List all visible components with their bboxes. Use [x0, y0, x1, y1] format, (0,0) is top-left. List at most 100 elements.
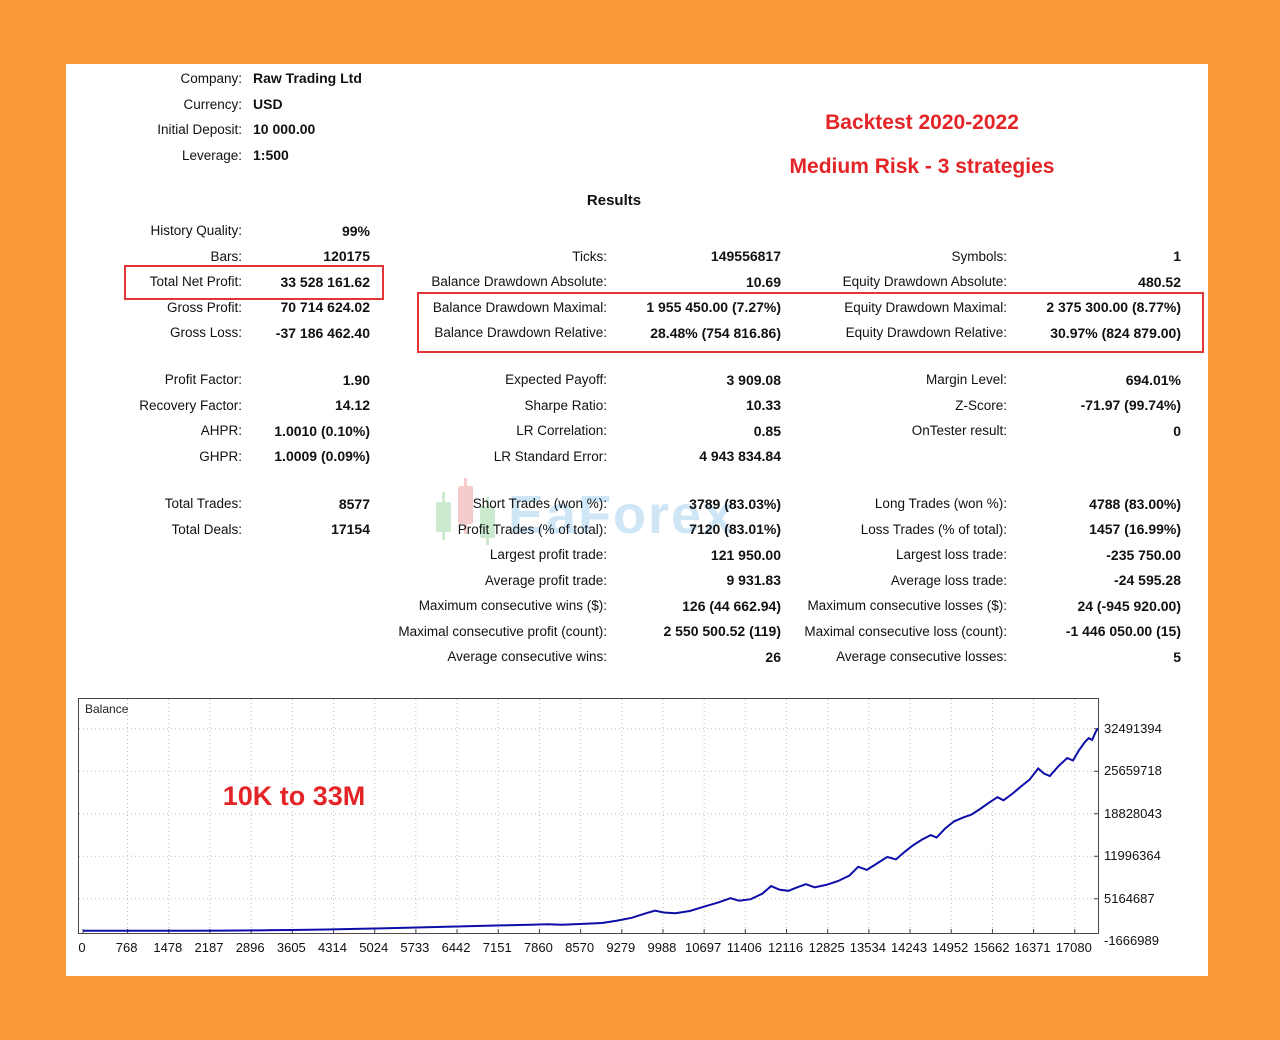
- stat-row: GHPR: 1.0009 (0.09%) LR Standard Error: 4 9…: [76, 444, 1181, 470]
- x-axis-tick-label: 14952: [932, 940, 969, 955]
- x-axis-tick-label: 12116: [767, 940, 804, 955]
- stat-label: Profit Factor:: [164, 372, 242, 388]
- stat-row: Total Trades: 8577 Short Trades (won %): 37…: [76, 491, 1181, 517]
- stat-value: 126 (44 662.94): [682, 597, 781, 614]
- stat-value: 121 950.00: [710, 546, 781, 563]
- stat-label: Symbols:: [951, 248, 1007, 264]
- stat-label: Expected Payoff:: [505, 372, 607, 388]
- stat-label: Balance Drawdown Maximal:: [432, 299, 607, 315]
- stat-value: 28.48% (754 816.86): [650, 324, 781, 341]
- stat-label: Average profit trade:: [484, 572, 607, 588]
- stats-block-trades: Total Trades: 8577 Short Trades (won %): 37…: [76, 491, 1181, 670]
- currency-label: Currency:: [183, 97, 242, 112]
- x-axis-tick-label: 2896: [235, 940, 265, 955]
- x-axis-tick-label: 768: [115, 940, 138, 955]
- stat-label: Equity Drawdown Absolute:: [842, 274, 1007, 290]
- x-axis-tick-label: 16371: [1014, 940, 1051, 955]
- x-axis-tick-label: 15662: [973, 940, 1010, 955]
- stat-row: Profit Factor: 1.90 Expected Payoff: 3 909.…: [76, 367, 1181, 393]
- stat-label: LR Correlation:: [516, 423, 607, 439]
- chart-x-axis-labels: 0 768 1478 2187 2896 3605 4314 5024 5733 6442 7151…: [78, 940, 1138, 956]
- stat-label: Balance Drawdown Relative:: [434, 325, 607, 341]
- stat-label: History Quality:: [150, 223, 242, 239]
- backtest-title: Backtest 2020-2022 Medium Risk - 3 strat…: [702, 108, 1142, 182]
- x-axis-tick-label: 17080: [1055, 940, 1092, 955]
- stat-row: Maximal consecutive profit (count): 2 550…: [76, 619, 1181, 645]
- stat-value: 1 955 450.00 (7.27%): [646, 299, 781, 316]
- x-axis-tick-label: 3605: [276, 940, 306, 955]
- y-axis-tick-label: 5164687: [1104, 890, 1155, 906]
- stat-value: 1.90: [342, 371, 370, 388]
- stat-row: Total Net Profit: 33 528 161.62 Balance Dr…: [76, 269, 1181, 295]
- stat-value: 0: [1173, 422, 1181, 439]
- stats-block-overview: History Quality: 99% Bars: 120175 Ticks: 1495…: [76, 218, 1181, 346]
- header-row-initial-deposit: Initial Deposit: 10 000.00: [76, 116, 696, 142]
- x-axis-tick-label: 7151: [482, 940, 512, 955]
- stat-row: Average consecutive wins: 26 Average conse…: [76, 644, 1181, 670]
- backtest-title-line1: Backtest 2020-2022: [825, 111, 1019, 134]
- currency-value: USD: [253, 96, 283, 112]
- header-row-leverage: Leverage: 1:500: [76, 142, 696, 168]
- stat-label: Maximal consecutive profit (count):: [398, 623, 607, 639]
- x-axis-tick-label: 11406: [726, 940, 762, 955]
- stat-value: 70 714 624.02: [280, 299, 370, 316]
- results-heading: Results: [586, 192, 642, 209]
- stat-row: Total Deals: 17154 Profit Trades (% of tot…: [76, 517, 1181, 543]
- x-axis-tick-label: 5733: [400, 940, 430, 955]
- stat-label: AHPR:: [200, 423, 242, 439]
- stat-value: 14.12: [334, 397, 370, 414]
- initial-deposit-label: Initial Deposit:: [157, 122, 242, 137]
- company-value: Raw Trading Ltd: [253, 70, 362, 86]
- x-axis-tick-label: 5024: [359, 940, 389, 955]
- stat-value: 9 931.83: [726, 572, 782, 589]
- stat-value: 30.97% (824 879.00): [1050, 324, 1181, 341]
- stat-label: Loss Trades (% of total):: [860, 521, 1007, 537]
- report-page: Company: Raw Trading Ltd Currency: USD Ini…: [66, 64, 1208, 976]
- header-row-company: Company: Raw Trading Ltd: [76, 65, 696, 91]
- stat-value: 26: [765, 648, 781, 665]
- watermark-candles-icon: [434, 476, 500, 554]
- company-label: Company:: [180, 71, 242, 86]
- leverage-label: Leverage:: [181, 148, 242, 163]
- y-axis-tick-label: 25659718: [1104, 763, 1162, 779]
- stat-label: Gross Profit:: [166, 299, 242, 315]
- stat-value: 5: [1173, 648, 1181, 665]
- stat-value: 10.33: [745, 397, 781, 414]
- x-axis-tick-label: 7860: [523, 940, 553, 955]
- stat-value: 694.01%: [1125, 371, 1181, 388]
- stat-label: Maximal consecutive loss (count):: [804, 623, 1007, 639]
- stat-value: 2 550 500.52 (119): [663, 623, 781, 640]
- stat-row: Gross Profit: 70 714 624.02 Balance Drawdo…: [76, 295, 1181, 321]
- stat-label: Largest profit trade:: [489, 547, 607, 563]
- stat-value: 33 528 161.62: [280, 273, 370, 290]
- stat-value: 17154: [331, 521, 370, 538]
- stat-label: Average consecutive wins:: [447, 649, 607, 665]
- stat-value: -71.97 (99.74%): [1080, 397, 1181, 414]
- stat-label: Maximum consecutive losses ($):: [807, 598, 1007, 614]
- chart-annotation: 10K to 33M: [222, 781, 366, 811]
- x-axis-tick-label: 6442: [441, 940, 471, 955]
- stat-value: 10.69: [745, 273, 781, 290]
- x-axis-tick-label: 10697: [685, 940, 722, 955]
- stat-value: 3 909.08: [726, 371, 782, 388]
- stat-value: 3789 (83.03%): [689, 495, 781, 512]
- stat-value: 2 375 300.00 (8.77%): [1046, 299, 1181, 316]
- chart-y-axis-labels: 32491394 25659718 18828043 11996364 5164687 -…: [1104, 698, 1208, 958]
- x-axis-tick-label: 2187: [194, 940, 224, 955]
- stat-label: Maximum consecutive wins ($):: [418, 598, 607, 614]
- stat-value: -1 446 050.00 (15): [1065, 623, 1181, 640]
- stat-label: OnTester result:: [911, 423, 1007, 439]
- x-axis-tick-label: 9279: [606, 940, 636, 955]
- stat-row: Recovery Factor: 14.12 Sharpe Ratio: 10.33 Z…: [76, 393, 1181, 419]
- stat-row: Maximum consecutive wins ($): 126 (44 662…: [76, 593, 1181, 619]
- x-axis-tick-label: 9988: [647, 940, 677, 955]
- stat-value: 8577: [338, 495, 370, 512]
- stat-value: 120175: [323, 248, 370, 265]
- stat-label: Equity Drawdown Relative:: [845, 325, 1007, 341]
- stat-value: 1.0010 (0.10%): [274, 422, 370, 439]
- stat-row: Gross Loss: -37 186 462.40 Balance Drawdow…: [76, 320, 1181, 346]
- stat-value: 480.52: [1138, 273, 1181, 290]
- stat-label: Long Trades (won %):: [874, 496, 1007, 512]
- y-axis-tick-label: -1666989: [1104, 933, 1159, 949]
